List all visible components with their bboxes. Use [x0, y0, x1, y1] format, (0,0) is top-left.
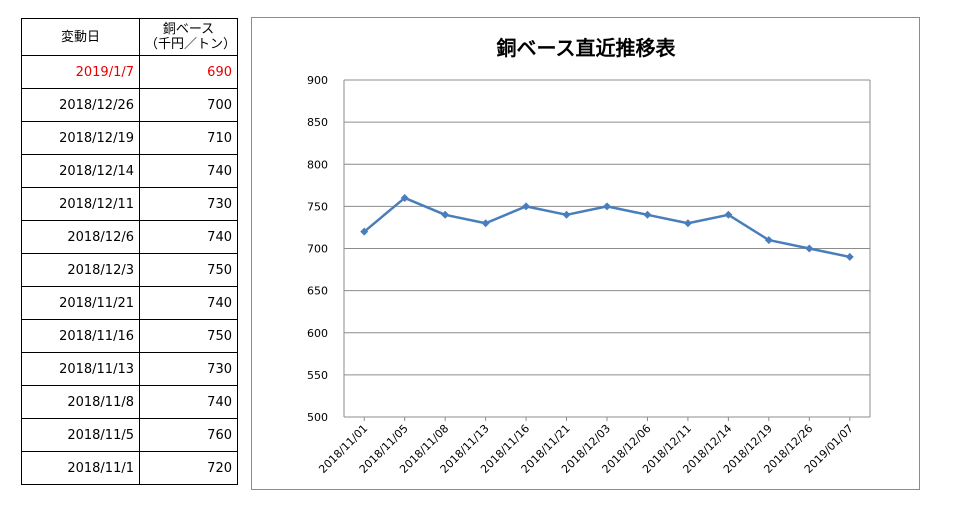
header-date: 変動日	[21, 18, 140, 56]
table-row: 2018/12/14 740	[21, 154, 238, 188]
y-tick-label: 650	[307, 285, 328, 298]
table-row: 2018/12/11 730	[21, 187, 238, 221]
data-point-marker	[481, 219, 490, 228]
y-tick-label: 900	[307, 74, 328, 87]
y-tick-label: 600	[307, 327, 328, 340]
x-axis-ticks: 2018/11/012018/11/052018/11/082018/11/13…	[316, 417, 856, 476]
table-row: 2018/11/5 760	[21, 418, 238, 452]
data-point-marker	[360, 227, 369, 236]
y-tick-label: 500	[307, 411, 328, 424]
row-date: 2019/1/7	[21, 55, 140, 89]
data-point-marker	[764, 236, 773, 245]
row-date: 2018/11/1	[21, 451, 140, 485]
row-price: 730	[139, 352, 238, 386]
chart-gridlines	[343, 79, 871, 418]
header-price-title: 銅ベース	[162, 22, 215, 37]
y-tick-label: 750	[307, 200, 328, 213]
data-point-marker	[603, 202, 611, 211]
table-row: 2019/1/7 690	[21, 55, 238, 89]
row-price: 760	[139, 418, 238, 452]
row-date: 2018/11/13	[21, 352, 140, 386]
table-row: 2018/12/19 710	[21, 121, 238, 155]
chart-title: 銅ベース直近推移表	[497, 36, 677, 60]
row-price: 740	[139, 286, 238, 320]
copper-price-table: 変動日 銅ベース （千円／トン） 2019/1/7 690 2018/12/26 70…	[21, 18, 238, 485]
y-tick-label: 550	[307, 369, 328, 382]
table-header-row: 変動日 銅ベース （千円／トン）	[21, 18, 238, 56]
table-row: 2018/11/13 730	[21, 352, 238, 386]
row-date: 2018/11/21	[21, 286, 140, 320]
table-row: 2018/11/21 740	[21, 286, 238, 320]
row-date: 2018/11/5	[21, 418, 140, 452]
row-price: 740	[139, 385, 238, 419]
row-date: 2018/11/8	[21, 385, 140, 419]
data-point-marker	[441, 210, 450, 219]
row-price: 750	[139, 253, 238, 287]
row-price: 690	[139, 55, 238, 89]
row-price: 730	[139, 187, 238, 221]
y-tick-label: 700	[307, 243, 328, 256]
y-axis-ticks: 500 550 600 650 700 750 800 850 900	[307, 74, 328, 424]
chart-canvas: 銅ベース直近推移表 500 550 600 650 700 750 800 850 900 20…	[307, 36, 871, 476]
row-date: 2018/12/11	[21, 187, 140, 221]
table-row: 2018/12/3 750	[21, 253, 238, 287]
row-price: 710	[139, 121, 238, 155]
data-point-marker	[845, 252, 854, 261]
table-row: 2018/12/26 700	[21, 88, 238, 122]
table-row: 2018/11/16 750	[21, 319, 238, 353]
data-point-marker	[643, 210, 652, 219]
row-date: 2018/12/6	[21, 220, 140, 254]
row-price: 720	[139, 451, 238, 485]
row-date: 2018/12/14	[21, 154, 140, 188]
row-price: 750	[139, 319, 238, 353]
data-point-marker	[683, 219, 692, 228]
row-date: 2018/12/19	[21, 121, 140, 155]
data-point-marker	[522, 202, 531, 211]
row-date: 2018/11/16	[21, 319, 140, 353]
header-price: 銅ベース （千円／トン）	[139, 18, 238, 56]
row-price: 740	[139, 220, 238, 254]
copper-price-chart: 銅ベース直近推移表 500 550 600 650 700 750 800 850 900 20…	[251, 17, 920, 490]
data-point-marker	[400, 193, 409, 202]
table-row: 2018/11/1 720	[21, 451, 238, 485]
y-tick-label: 800	[307, 158, 328, 171]
table-row: 2018/12/6 740	[21, 220, 238, 254]
row-price: 740	[139, 154, 238, 188]
chart-series	[360, 193, 854, 261]
row-date: 2018/12/3	[21, 253, 140, 287]
row-price: 700	[139, 88, 238, 122]
data-point-marker	[805, 244, 814, 253]
data-point-marker	[724, 210, 733, 219]
header-price-unit: （千円／トン）	[145, 37, 237, 52]
row-date: 2018/12/26	[21, 88, 140, 122]
y-tick-label: 850	[307, 116, 328, 129]
table-row: 2018/11/8 740	[21, 385, 238, 419]
data-point-marker	[562, 210, 571, 219]
